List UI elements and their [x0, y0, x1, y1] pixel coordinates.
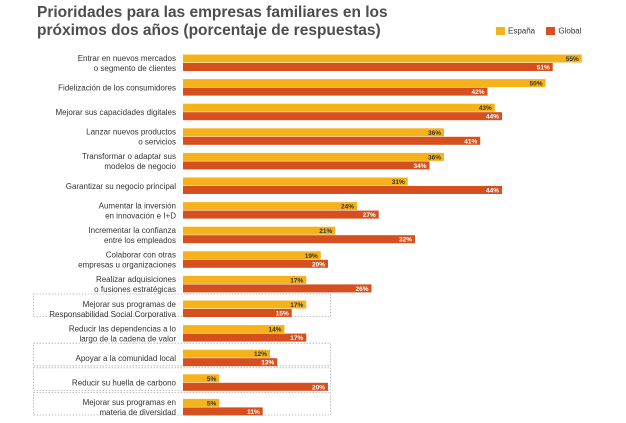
data-label-global: 32%: [399, 237, 412, 244]
bar-espana: [183, 374, 220, 383]
bar-espana: [183, 251, 321, 260]
data-label-espana: 36%: [428, 130, 441, 137]
data-label-global: 51%: [537, 65, 550, 72]
bar-espana: [183, 177, 408, 186]
category-label: Transformar o adaptar sus: [82, 152, 176, 161]
bar-global: [183, 358, 278, 367]
category-frame: [33, 293, 331, 318]
category-label: en innovación e I+D: [105, 211, 176, 220]
bar-espana: [183, 226, 336, 235]
category-label: o servicios: [138, 138, 176, 147]
data-label-global: 41%: [464, 138, 477, 145]
chart-legend: España Global: [496, 26, 591, 35]
legend-item-global: Global: [546, 26, 582, 36]
data-label-espana: 5%: [207, 400, 217, 407]
category-label: o segmento de clientes: [94, 64, 176, 73]
data-label-espana: 17%: [290, 302, 303, 309]
category-label: Mejorar sus programas en: [83, 398, 176, 407]
legend-swatch-global: [546, 26, 556, 35]
category-label: Fidelización de los consumidores: [58, 83, 176, 92]
category-label: Aumentar la inversión: [99, 201, 176, 210]
data-label-espana: 14%: [268, 327, 281, 334]
category-label: entre los empleados: [104, 236, 176, 245]
category-frame: [33, 391, 331, 416]
category-label: empresas u organizaciones: [78, 261, 176, 270]
data-label-espana: 5%: [207, 376, 217, 383]
chart-title: Prioridades para las empresas familiares…: [37, 4, 388, 39]
data-label-espana: 12%: [254, 351, 267, 358]
category-label: Apoyar a la comunidad local: [75, 354, 176, 363]
data-label-global: 27%: [363, 212, 376, 219]
data-label-global: 15%: [276, 311, 289, 318]
category-label: Mejorar sus capacidades digitales: [55, 108, 176, 117]
bar-espana: [183, 152, 444, 161]
category-label: Garantizar su negocio principal: [66, 182, 177, 191]
bar-global: [183, 87, 488, 96]
legend-label-espana: España: [508, 26, 536, 36]
bar-espana: [183, 349, 270, 358]
data-label-global: 13%: [261, 360, 274, 367]
data-label-espana: 31%: [392, 179, 405, 186]
data-label-global: 20%: [312, 261, 325, 268]
bar-espana: [183, 103, 495, 112]
bar-espana: [183, 398, 220, 407]
bar-espana: [183, 79, 546, 88]
category-label: Entrar en nuevos mercados: [78, 54, 176, 63]
legend-item-espana: España: [496, 26, 535, 35]
category-label: Incrementar la confianza: [88, 226, 176, 235]
category-label: o fusiones estratégicas: [94, 285, 176, 294]
category-label: modelos de negocio: [104, 162, 176, 171]
data-label-global: 44%: [486, 188, 499, 195]
data-label-global: 11%: [247, 409, 260, 416]
legend-label-global: Global: [558, 26, 582, 36]
category-label: Mejorar sus programas de: [83, 300, 177, 309]
bar-global: [183, 112, 502, 121]
data-label-global: 34%: [413, 163, 426, 170]
bar-global: [183, 284, 372, 293]
bar-global: [183, 63, 553, 71]
data-label-global: 26%: [355, 286, 368, 293]
data-label-espana: 55%: [566, 56, 579, 63]
data-label-espana: 43%: [479, 105, 492, 112]
data-label-espana: 17%: [290, 277, 303, 284]
category-label: largo de la cadena de valor: [79, 334, 176, 343]
category-frame: [33, 342, 331, 367]
bar-espana: [183, 275, 307, 284]
category-frame: [33, 367, 331, 391]
bar-global: [183, 382, 328, 391]
data-label-global: 17%: [290, 335, 303, 342]
data-label-espana: 36%: [428, 154, 441, 161]
bar-espana: [183, 300, 307, 309]
bar-global: [183, 136, 481, 145]
category-label: Responsabilidad Social Corporativa: [49, 310, 176, 319]
category-label: Reducir su huella de carbono: [72, 379, 177, 388]
bar-global: [183, 333, 307, 342]
data-label-espana: 50%: [529, 81, 542, 88]
bar-espana: [183, 325, 285, 334]
bar-global: [183, 259, 328, 268]
bar-global: [183, 186, 502, 194]
bar-global: [183, 210, 379, 219]
bar-global: [183, 309, 292, 317]
data-label-espana: 19%: [305, 253, 318, 260]
data-label-global: 44%: [486, 114, 499, 121]
category-label: Lanzar nuevos productos: [86, 128, 176, 137]
legend-swatch-espana: [496, 26, 505, 35]
bar-espana: [183, 202, 357, 211]
bar-global: [183, 235, 415, 244]
category-label: Reducir las dependencias a lo: [69, 324, 177, 333]
bar-espana: [183, 128, 444, 137]
bar-global: [183, 161, 430, 170]
data-label-global: 20%: [312, 384, 325, 391]
data-label-espana: 21%: [319, 228, 332, 235]
bar-espana: [183, 54, 582, 63]
data-label-global: 42%: [471, 89, 484, 96]
data-label-espana: 24%: [341, 204, 354, 211]
category-label: materia de diversidad: [100, 408, 176, 417]
category-label: Realizar adquisiciones: [96, 275, 176, 284]
category-label: Colaborar con otras: [106, 251, 176, 260]
bar-global: [183, 407, 263, 416]
